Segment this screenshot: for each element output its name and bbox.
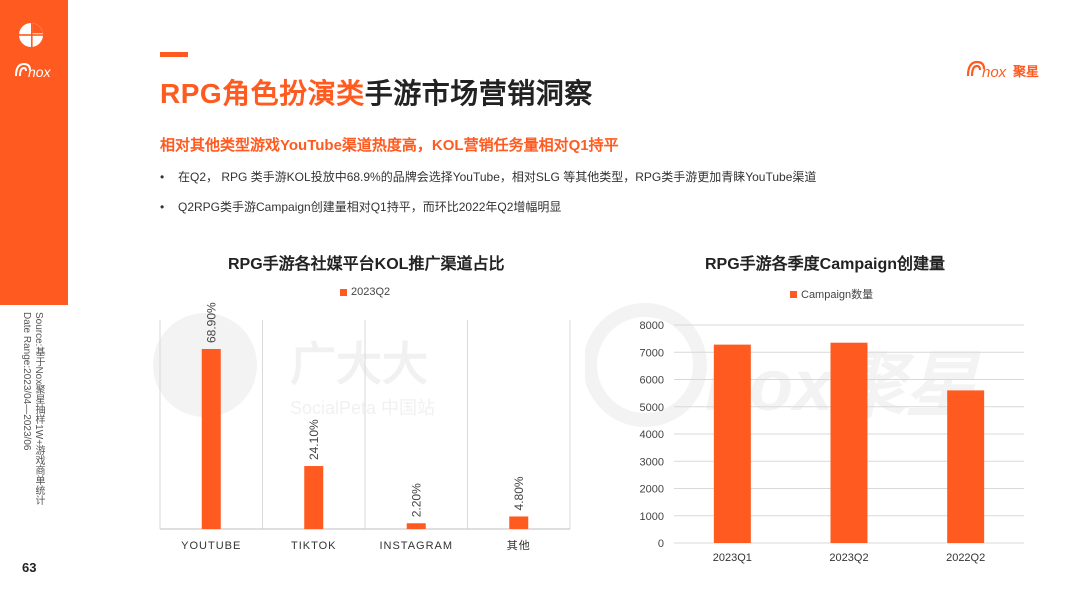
chart2-y-tick-label: 3000 <box>640 456 664 468</box>
chart2-plot: 0 1000 2000 3000 4000 5000 6000 7000 8000 2023Q1 2… <box>640 320 1024 564</box>
chart2-category-label: 2022Q2 <box>946 552 985 564</box>
chart2-legend: Campaign数量 <box>790 286 873 302</box>
bullet-text: 在Q2， RPG 类手游KOL投放中68.9%的品牌会选择YouTube，相对S… <box>178 170 817 184</box>
chart1-title: RPG手游各社媒平台KOL推广渠道占比 <box>228 256 505 273</box>
chart1-plot: 68.90% YOUTUBE 24.10% TIKTOK 2.20% INSTAGRAM 4… <box>159 302 571 552</box>
chart1-bar <box>304 466 324 529</box>
source-line: Source:基于Nox聚星抽样1W+游戏商单统计 <box>33 312 44 506</box>
chart2-bar <box>947 390 985 543</box>
chart1-bar <box>201 348 221 529</box>
svg-text:nox: nox <box>982 64 1007 81</box>
bullet-marker: • <box>160 170 165 184</box>
bullet-item: • Q2RPG类手游Campaign创建量相对Q1持平，而环比2022年Q2增幅明… <box>160 198 816 215</box>
chart2-y-tick-label: 8000 <box>640 320 664 332</box>
legend-swatch <box>790 290 797 298</box>
chart1-category-label: TIKTOK <box>291 540 337 552</box>
chart1-bar <box>406 523 426 529</box>
nox-brand-logo-icon: nox 聚星 <box>966 60 1039 81</box>
chart1-category-label: YOUTUBE <box>181 540 241 552</box>
chart2-y-tick-label: 6000 <box>640 375 664 387</box>
bullet-list: • 在Q2， RPG 类手游KOL投放中68.9%的品牌会选择YouTube，相对… <box>160 168 816 228</box>
chart2-bar <box>830 342 868 543</box>
page-number: 63 <box>22 560 37 575</box>
chart1-legend: 2023Q2 <box>340 286 390 298</box>
title-accent-bar <box>160 52 188 57</box>
chart1-data-label: 2.20% <box>409 483 423 517</box>
chart2-y-tick-label: 4000 <box>640 429 664 441</box>
chart1-legend-label: 2023Q2 <box>351 286 391 298</box>
chart2-y-tick-label: 2000 <box>640 484 664 496</box>
page-title: RPG角色扮演类手游市场营销洞察 <box>160 72 593 112</box>
chart1-category-label: 其他 <box>507 539 531 552</box>
svg-text:nox: nox <box>28 64 52 80</box>
bullet-marker: • <box>160 200 165 214</box>
page-title-highlight: RPG角色扮演类 <box>160 78 365 109</box>
chart2-bar <box>713 344 751 543</box>
legend-swatch <box>340 288 347 296</box>
chart1-category-label: INSTAGRAM <box>379 540 453 552</box>
side-bar: nox <box>0 0 68 305</box>
chart1-bar <box>509 516 529 529</box>
subtitle: 相对其他类型游戏YouTube渠道热度高，KOL营销任务量相对Q1持平 <box>160 137 619 154</box>
chart2-category-label: 2023Q2 <box>829 552 868 564</box>
chart2-y-tick-label: 7000 <box>640 347 664 359</box>
svg-text:聚星: 聚星 <box>1012 64 1039 79</box>
chart2-legend-label: Campaign数量 <box>801 289 874 301</box>
chart1-data-label: 68.90% <box>204 302 218 343</box>
nox-logo-icon: nox <box>15 62 52 80</box>
chart1-data-label: 4.80% <box>512 476 526 510</box>
chart2-category-label: 2023Q1 <box>713 552 752 564</box>
chart2-y-tick-label: 0 <box>658 538 664 550</box>
pie-logo-icon <box>19 23 43 47</box>
bullet-item: • 在Q2， RPG 类手游KOL投放中68.9%的品牌会选择YouTube，相对… <box>160 168 816 185</box>
page-title-rest: 手游市场营销洞察 <box>364 78 593 109</box>
chart1-data-label: 24.10% <box>307 419 321 460</box>
bullet-text: Q2RPG类手游Campaign创建量相对Q1持平，而环比2022年Q2增幅明显 <box>178 200 562 214</box>
chart2-title: RPG手游各季度Campaign创建量 <box>705 256 946 273</box>
source-note: Source:基于Nox聚星抽样1W+游戏商单统计 Date Range:202… <box>20 312 44 505</box>
chart2-y-tick-label: 1000 <box>640 511 664 523</box>
date-range-line: Date Range:2023/04—2023/06 <box>21 312 32 451</box>
chart2-y-tick-label: 5000 <box>640 402 664 414</box>
